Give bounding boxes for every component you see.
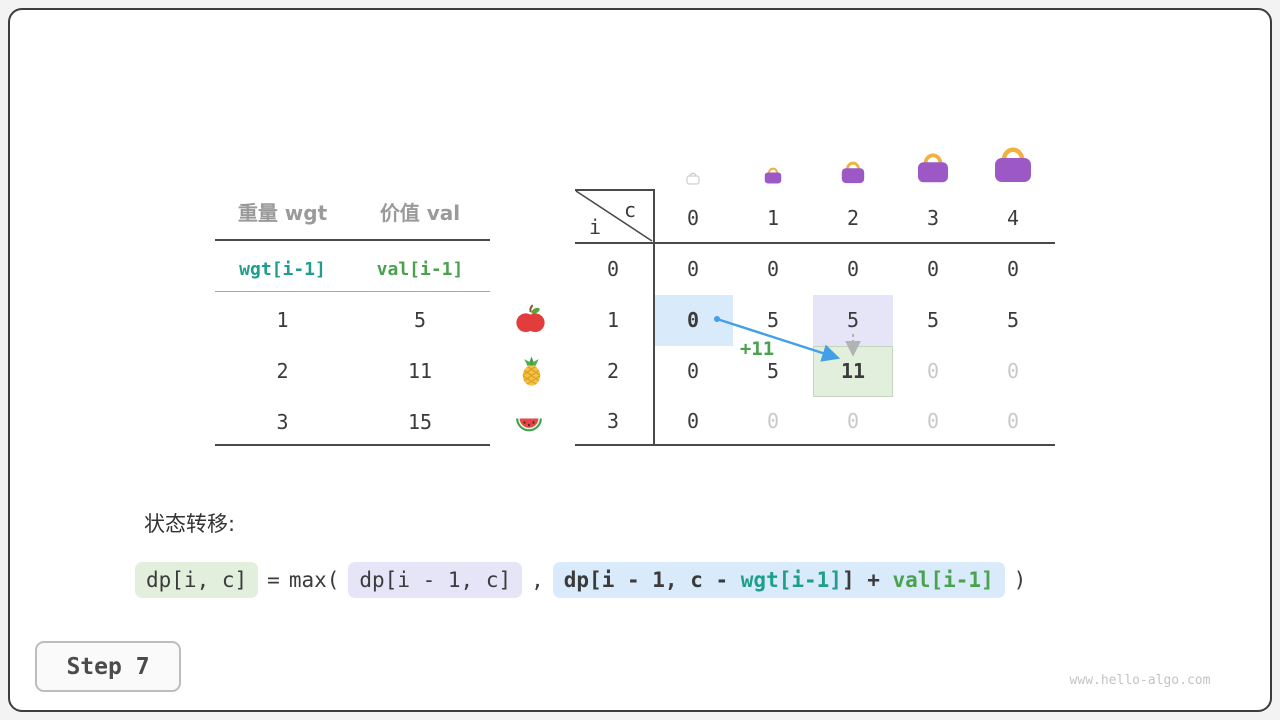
- formula-lhs-chip: dp[i, c]: [135, 562, 259, 598]
- dp-cell: 0: [1006, 359, 1020, 383]
- bag-large-icon: [913, 147, 953, 189]
- item-value-value: 15: [407, 410, 433, 434]
- item-weight-value: 3: [276, 410, 289, 434]
- formula-keep-chip: dp[i - 1, c]: [348, 562, 523, 598]
- transition-formula: dp[i, c] = max( dp[i - 1, c] , dp[i - 1,…: [135, 557, 1026, 603]
- bag-xlarge-icon: [989, 140, 1037, 189]
- item-value-value: 11: [407, 359, 433, 383]
- dp-cell-current: 11: [840, 359, 866, 383]
- dp-row-header: 3: [606, 409, 620, 433]
- dp-cell: 0: [926, 257, 940, 281]
- item-symbol-val: val[i-1]: [376, 258, 464, 280]
- bag-medium-icon: [838, 157, 868, 189]
- dp-col-header: 1: [766, 206, 780, 230]
- dp-row-header: 0: [606, 257, 620, 281]
- dp-corner-top-rule: [575, 189, 655, 191]
- apple-icon: [514, 303, 547, 336]
- formula-take-prefix: dp[i - 1, c -: [563, 568, 741, 592]
- watermelon-icon: [512, 406, 546, 438]
- dp-cell: 5: [766, 359, 780, 383]
- formula-max-open: max(: [288, 568, 340, 592]
- dp-cell: 0: [1006, 409, 1020, 433]
- dp-cell: 0: [686, 257, 700, 281]
- item-symbol-wgt: wgt[i-1]: [239, 258, 326, 280]
- dp-row-header: 2: [606, 359, 620, 383]
- dp-cell: 0: [686, 359, 700, 383]
- dp-cell: 0: [766, 257, 780, 281]
- item-col-header-weight: 重量 wgt: [237, 200, 328, 225]
- formula-take-val: val[i-1]: [892, 568, 994, 592]
- item-value-value: 5: [413, 308, 427, 332]
- dp-corner-row-label: i: [588, 215, 602, 239]
- dp-cell: 0: [846, 409, 860, 433]
- arrow-add-value-label: +11: [739, 338, 775, 360]
- section-label: 状态转移:: [144, 512, 236, 536]
- dp-row-header: 1: [606, 308, 620, 332]
- formula-equals: =: [267, 568, 280, 592]
- dp-cell: 0: [1006, 257, 1020, 281]
- dp-cell: 5: [766, 308, 780, 332]
- dp-cell: 5: [1006, 308, 1020, 332]
- dp-col-header: 3: [926, 206, 940, 230]
- item-table-rule-bottom: [215, 444, 490, 446]
- dp-cell: 5: [926, 308, 940, 332]
- dp-cell: 0: [926, 359, 940, 383]
- bag-small-icon: [762, 164, 784, 189]
- watermark: www.hello-algo.com: [1069, 673, 1211, 688]
- dp-col-header: 2: [846, 206, 860, 230]
- item-col-header-value: 价值 val: [379, 200, 461, 225]
- dp-vertical-rule: [653, 190, 655, 446]
- dp-bottom-rule: [575, 444, 1055, 446]
- formula-take-wgt: wgt[i-1]: [740, 568, 842, 592]
- formula-take-chip: dp[i - 1, c - wgt[i-1]] + val[i-1]: [552, 562, 1005, 598]
- dp-col-header: 0: [686, 206, 700, 230]
- item-table-rule-symbols: [215, 291, 490, 292]
- item-weight-value: 1: [276, 308, 289, 332]
- dp-cell: 0: [846, 257, 860, 281]
- dp-corner-col-label: c: [623, 198, 637, 222]
- dp-cell: 0: [766, 409, 780, 433]
- step-badge: Step 7: [35, 641, 181, 692]
- dp-col-header: 4: [1006, 206, 1020, 230]
- dp-cell: 0: [686, 409, 700, 433]
- formula-take-mid: ] +: [841, 568, 893, 592]
- item-weight-value: 2: [276, 359, 289, 383]
- formula-close: ): [1013, 568, 1027, 592]
- formula-comma: ,: [531, 568, 544, 592]
- dp-cell: 0: [926, 409, 940, 433]
- dp-cell: 5: [846, 308, 860, 332]
- dp-header-rule: [575, 242, 1055, 244]
- dp-cell: 0: [686, 308, 700, 332]
- item-table-rule-header: [215, 239, 490, 241]
- pineapple-icon: [515, 354, 548, 388]
- bag-ghost-icon: [685, 170, 701, 189]
